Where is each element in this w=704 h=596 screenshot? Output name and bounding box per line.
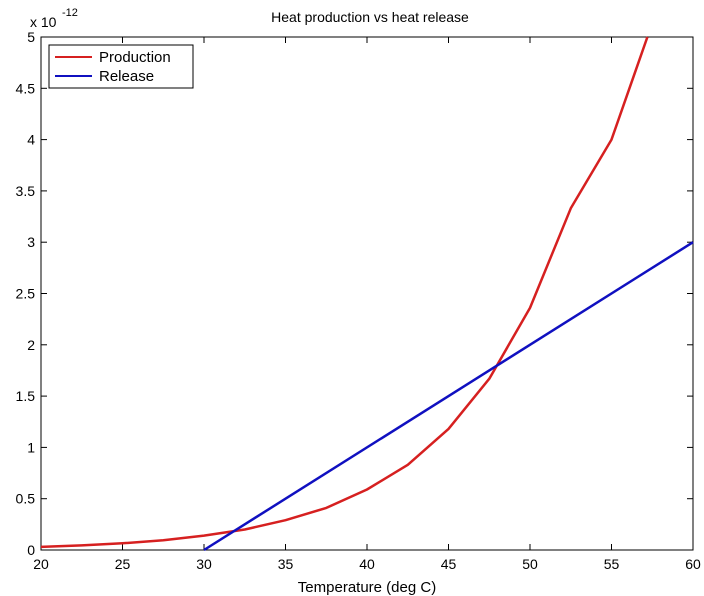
x-tick-label: 35 [278, 556, 294, 572]
y-tick-label: 3.5 [16, 183, 36, 199]
x-tick-label: 50 [522, 556, 538, 572]
y-tick-label: 4.5 [16, 80, 36, 96]
x-tick-label: 60 [685, 556, 701, 572]
series-line-release [203, 241, 694, 552]
x-tick-label: 45 [441, 556, 457, 572]
series-line-production [40, 36, 649, 549]
y-tick-label: 4 [27, 132, 35, 148]
y-tick-label: 2.5 [16, 286, 36, 302]
legend-label-release: Release [99, 68, 154, 85]
x-tick-label: 55 [604, 556, 620, 572]
y-tick-label: 5 [27, 29, 35, 45]
y-tick-label: 3 [27, 234, 35, 250]
x-tick-label: 20 [33, 556, 49, 572]
x-tick-label: 30 [196, 556, 212, 572]
y-exponent-label: x 10 [30, 14, 57, 30]
y-tick-label: 1.5 [16, 388, 36, 404]
series-group [40, 36, 694, 552]
legend-label-production: Production [99, 49, 171, 66]
plot-area [40, 36, 694, 551]
y-tick-label: 1 [27, 439, 35, 455]
chart-title: Heat production vs heat release [271, 9, 469, 25]
y-exponent-value: -12 [62, 7, 78, 19]
y-tick-label: 0.5 [16, 491, 36, 507]
y-tick-label: 2 [27, 337, 35, 353]
legend: Production Release [48, 44, 194, 89]
legend-box [48, 44, 194, 89]
x-tick-label: 40 [359, 556, 375, 572]
y-tick-label: 0 [27, 542, 35, 558]
x-axis-label: Temperature (deg C) [298, 579, 436, 596]
ticks: 20 25 30 35 40 45 50 55 60 0 0.5 1 1.5 2 2.5 3 3.5 4 4.5 5 [16, 29, 701, 572]
x-tick-label: 25 [115, 556, 131, 572]
